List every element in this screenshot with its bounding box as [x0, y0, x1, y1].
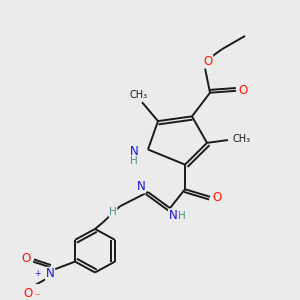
Text: O: O	[23, 287, 33, 300]
Text: N: N	[136, 180, 146, 193]
Text: H: H	[130, 156, 138, 166]
Text: N: N	[130, 145, 138, 158]
Text: O: O	[22, 252, 31, 265]
Text: N: N	[46, 267, 55, 280]
Text: H: H	[109, 207, 117, 217]
Text: O: O	[203, 55, 213, 68]
Text: O: O	[238, 84, 247, 97]
Text: ⁻: ⁻	[34, 292, 40, 300]
Text: N: N	[169, 209, 177, 222]
Text: O: O	[212, 191, 222, 204]
Text: CH₃: CH₃	[233, 134, 251, 144]
Text: CH₃: CH₃	[130, 90, 148, 100]
Text: +: +	[34, 269, 40, 278]
Text: H: H	[178, 211, 186, 221]
